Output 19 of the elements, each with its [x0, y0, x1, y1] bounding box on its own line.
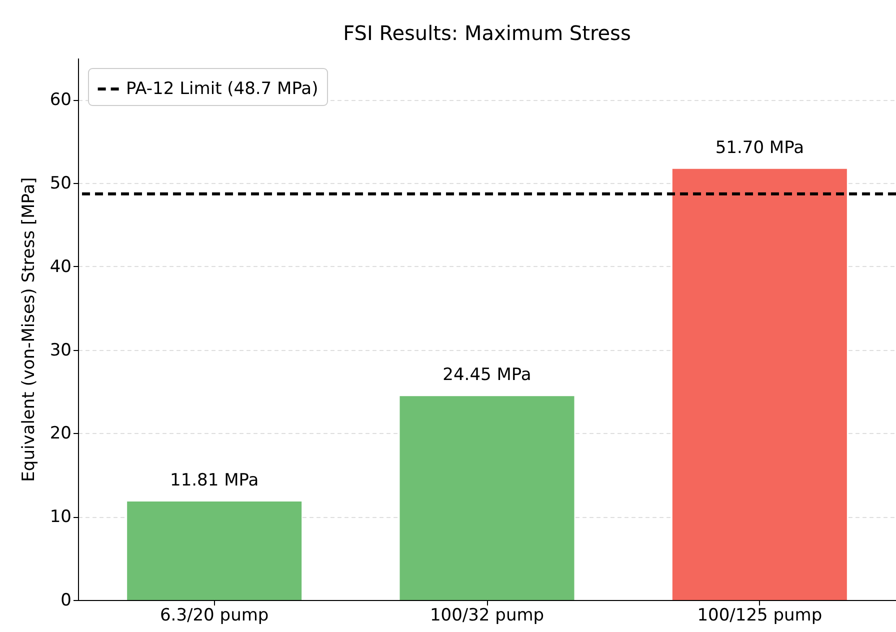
y-tick-label: 40	[50, 256, 72, 277]
data-label: 51.70 MPa	[715, 138, 804, 158]
data-label: 11.81 MPa	[170, 470, 259, 491]
bar	[127, 502, 302, 600]
y-tick-label: 0	[60, 590, 72, 610]
y-tick-label: 30	[50, 340, 72, 360]
y-tick-label: 60	[50, 90, 72, 110]
legend-label: PA-12 Limit (48.7 MPa)	[126, 79, 318, 99]
y-tick-label: 10	[50, 507, 72, 528]
y-tick-label: 20	[50, 424, 72, 444]
x-tick-label: 6.3/20 pump	[160, 606, 269, 626]
x-tick-label: 100/125 pump	[697, 606, 822, 626]
bar	[400, 396, 574, 600]
data-label: 24.45 MPa	[442, 365, 532, 386]
chart-title: FSI Results: Maximum Stress	[343, 21, 631, 45]
x-tick-label: 100/32 pump	[430, 606, 544, 626]
y-tick-label: 50	[50, 174, 72, 194]
y-axis-title: Equivalent (von-Mises) Stress [MPa]	[18, 177, 39, 482]
bar	[672, 168, 847, 600]
